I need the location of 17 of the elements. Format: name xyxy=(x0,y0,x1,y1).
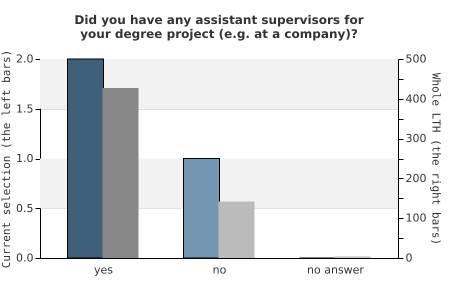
y2-tick-label: 400 xyxy=(406,92,426,106)
y2-axis-title: Whole LTH (the right bars) xyxy=(429,72,442,246)
y-axis-title: Current selection (the left bars) xyxy=(0,50,14,268)
y-tick-label: 0.0 xyxy=(16,252,34,264)
y2-tick-label: 500 xyxy=(406,52,426,66)
y-tick-label: 1.0 xyxy=(16,152,34,165)
y-tick-label: 2.0 xyxy=(16,52,34,66)
y-tick-label: 0.5 xyxy=(16,202,34,215)
y2-tick-label: 0 xyxy=(406,252,412,264)
y2-tick-label: 100 xyxy=(406,212,426,225)
x-tick-label: no answer xyxy=(307,264,364,276)
y2-tick-label: 200 xyxy=(406,172,426,185)
x-tick-label: no xyxy=(212,264,227,276)
chart-title: Did you have any assistant supervisors for your degree project (e.g. at a company)? xyxy=(74,13,364,42)
y-tick-label: 1.5 xyxy=(16,102,34,116)
y2-tick-label: 300 xyxy=(406,132,426,146)
x-tick-label: yes xyxy=(94,264,114,276)
